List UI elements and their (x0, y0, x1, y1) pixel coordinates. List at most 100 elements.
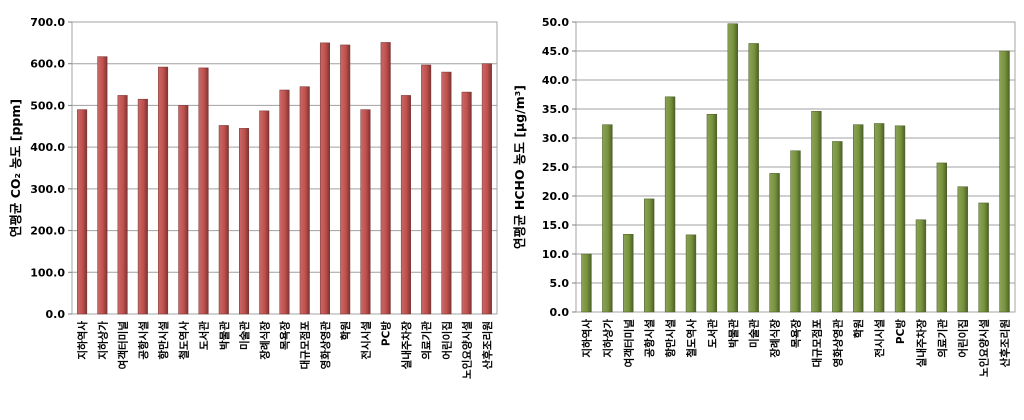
bar (481, 63, 492, 315)
x-tick-label: 목욕장 (790, 319, 803, 348)
bar (340, 44, 351, 315)
x-tick-label: 철도역사 (177, 321, 190, 360)
bar (581, 253, 592, 313)
y-tick-label: 500.0 (30, 99, 65, 112)
x-tick-label: PC방 (894, 319, 907, 344)
x-tick-label: 산후조리원 (481, 321, 494, 369)
x-tick-label: 지하상가 (601, 319, 614, 358)
bar (239, 128, 250, 315)
bar (158, 66, 169, 315)
y-tick-label: 35.0 (542, 103, 569, 116)
bar (790, 150, 801, 313)
bar (978, 202, 989, 313)
x-tick-label: 전시시설 (359, 321, 372, 360)
bar (218, 125, 229, 315)
bar (77, 109, 88, 315)
x-tick-label: 노인요양시설 (461, 321, 474, 379)
x-tick-label: 철도역사 (685, 319, 698, 358)
bar (441, 71, 452, 315)
bar (137, 98, 148, 315)
y-tick-label: 100.0 (30, 266, 65, 279)
y-tick-label: 40.0 (542, 74, 569, 87)
x-tick-label: 항만시설 (664, 319, 677, 358)
y-tick-label: 15.0 (542, 219, 569, 232)
bar (936, 162, 948, 313)
hcho-chart: 0.0 5.0 10.0 15.0 20.0 25.0 30.0 35.0 40.0 45.0 50… (512, 16, 1016, 377)
y-tick-label: 20.0 (542, 190, 569, 203)
x-tick-label: 영화상영관 (319, 321, 332, 370)
bar (421, 64, 432, 315)
x-tick-label: 의료기관 (936, 319, 949, 358)
bar (623, 234, 634, 313)
x-tick-label: 박물관 (218, 321, 231, 350)
x-tick-label: 항만시설 (157, 321, 170, 360)
x-tick-label: 여객터미널 (622, 319, 635, 367)
bar (832, 141, 843, 313)
y-tick-label: 700.0 (30, 16, 65, 29)
y-tick-label: 0.0 (550, 306, 570, 319)
x-tick-label: PC방 (380, 321, 393, 346)
y-tick-label: 0.0 (46, 308, 66, 321)
x-tick-label: 영화상영관 (831, 319, 844, 368)
bar (685, 234, 697, 313)
bar (664, 96, 676, 313)
x-tick-label: 지하상가 (96, 321, 109, 360)
bar (957, 186, 968, 313)
bar (97, 56, 108, 315)
x-tick-label: 대규모점포 (810, 319, 823, 368)
bar (461, 91, 472, 315)
bar (279, 89, 290, 315)
co2-chart: 0.0 100.0 200.0 300.0 400.0 500.0 600.0 700.0 지하… (8, 16, 498, 379)
bar (873, 123, 885, 313)
x-tick-label: 지하역사 (580, 319, 593, 358)
x-tick-label: 의료기관 (420, 321, 433, 360)
bar (915, 219, 927, 313)
x-tick-label: 미술관 (238, 321, 251, 350)
bar (894, 125, 906, 313)
bar (259, 110, 270, 315)
bar (727, 23, 738, 313)
y-tick-label: 5.0 (550, 277, 570, 290)
bar (748, 43, 759, 313)
bar (853, 124, 864, 313)
x-tick-label: 미술관 (748, 319, 761, 348)
y-tick-label: 600.0 (30, 58, 65, 71)
y-tick-label: 25.0 (542, 161, 569, 174)
y-axis-title: 연평균 HCHO 농도 [μg/m³] (512, 85, 527, 249)
y-tick-label: 50.0 (542, 16, 569, 29)
bar (198, 67, 209, 315)
bar (811, 111, 822, 313)
x-tick-label: 박물관 (727, 319, 740, 348)
x-tick-label: 대규모점포 (299, 321, 312, 370)
y-tick-label: 45.0 (542, 45, 569, 58)
x-tick-label: 실내주차장 (915, 319, 928, 368)
x-tick-label: 산후조리원 (999, 319, 1012, 367)
bar (360, 109, 371, 315)
x-tick-label: 목욕장 (279, 321, 292, 350)
x-tick-label: 여객터미널 (117, 321, 130, 369)
bar (706, 113, 718, 313)
x-tick-label: 어린이집 (957, 319, 970, 358)
x-tick-label: 지하역사 (76, 321, 89, 360)
x-tick-label: 장례식장 (258, 321, 271, 360)
x-tick-label: 학원 (852, 319, 865, 338)
x-tick-label: 학원 (339, 321, 352, 340)
x-tick-label: 장례식장 (769, 319, 782, 358)
bar (769, 173, 780, 313)
bar (644, 198, 655, 313)
x-tick-label: 도서관 (198, 321, 211, 350)
bar (602, 124, 613, 313)
x-tick-label: 노인요양시설 (978, 319, 991, 377)
bar (319, 42, 330, 315)
bar (117, 95, 128, 315)
y-tick-label: 400.0 (30, 141, 65, 154)
y-tick-label: 300.0 (30, 183, 65, 196)
x-tick-label: 공항시설 (137, 321, 150, 360)
x-tick-label: 실내주차장 (400, 321, 413, 370)
bar (380, 42, 391, 315)
y-tick-label: 200.0 (30, 225, 65, 238)
y-axis-title: 연평균 CO₂ 농도 [ppm] (8, 99, 23, 237)
y-tick-label: 30.0 (542, 132, 569, 145)
bar (400, 95, 411, 315)
